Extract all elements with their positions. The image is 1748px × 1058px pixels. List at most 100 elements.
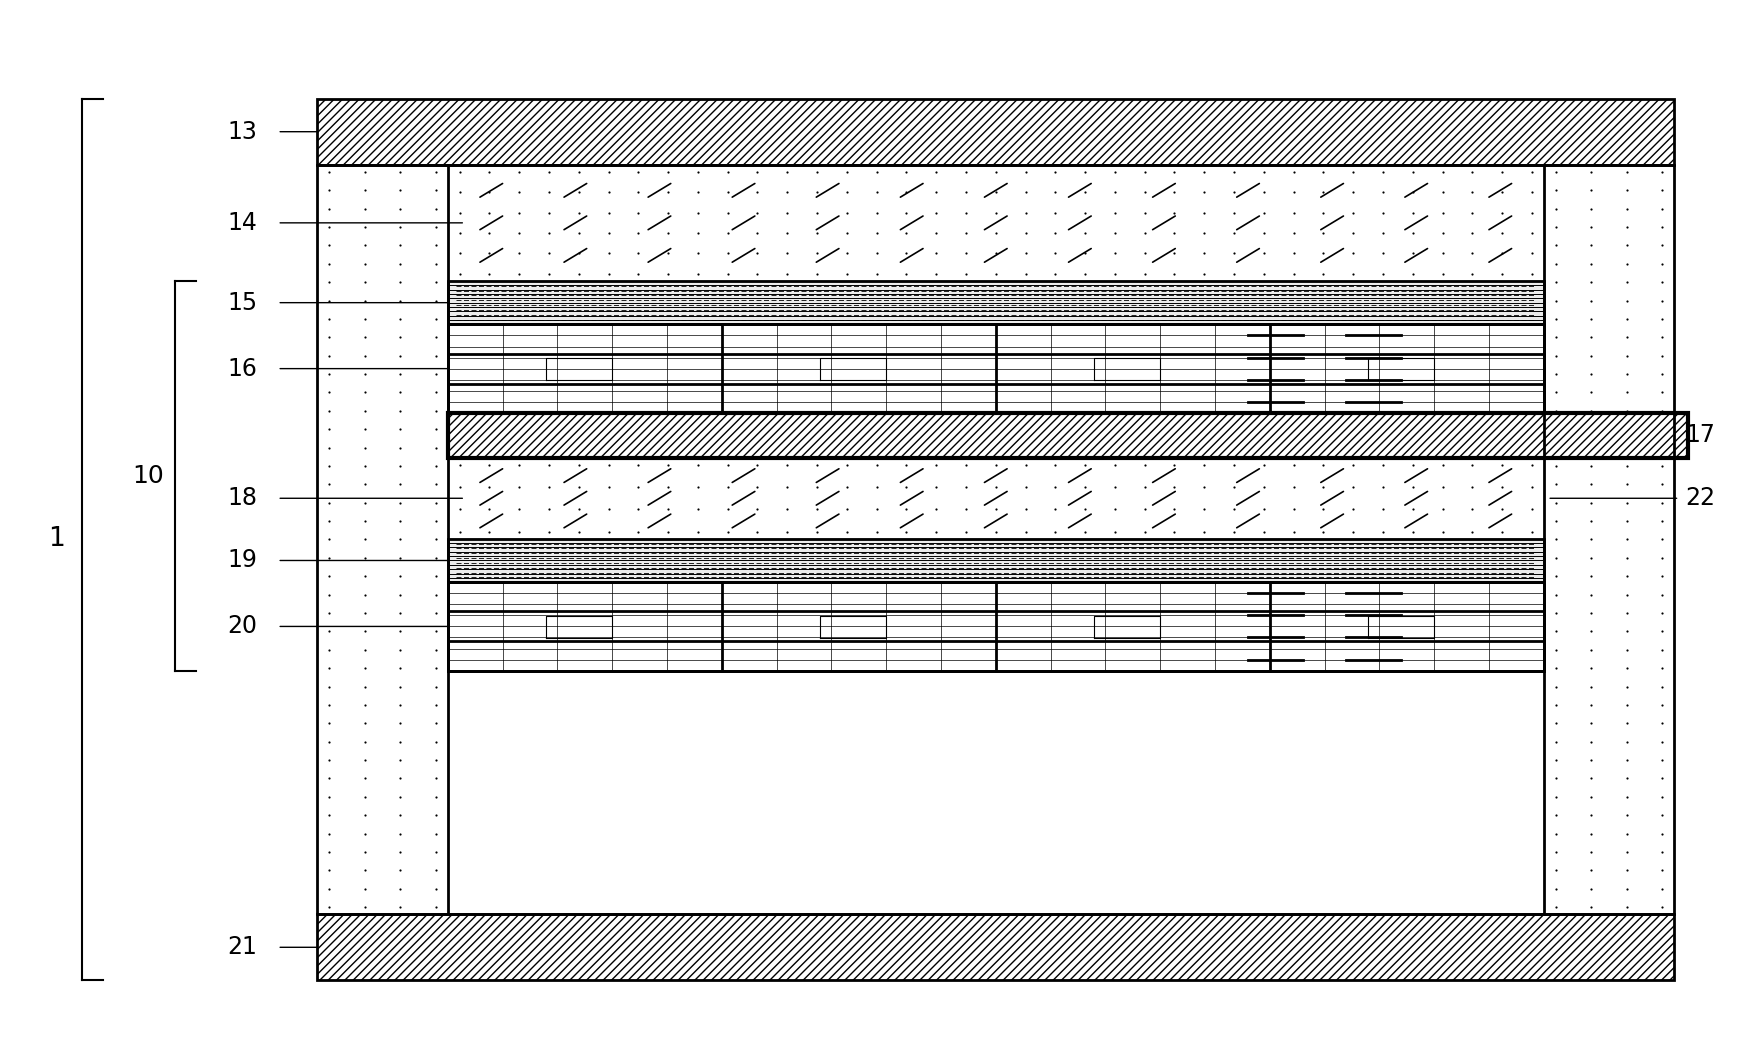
Point <box>421 843 449 860</box>
Point <box>1369 266 1397 282</box>
Point <box>1577 274 1605 291</box>
Point <box>1190 456 1218 473</box>
Point <box>773 204 801 221</box>
Point <box>505 163 533 180</box>
Point <box>1488 523 1516 540</box>
Point <box>421 476 449 493</box>
Point <box>1190 245 1218 262</box>
Point <box>1613 182 1641 199</box>
Point <box>386 586 414 603</box>
Point <box>1648 292 1676 309</box>
Point <box>594 184 622 201</box>
Point <box>535 523 563 540</box>
Point <box>421 696 449 713</box>
Point <box>1542 402 1570 419</box>
Text: 13: 13 <box>227 120 257 144</box>
Point <box>1517 456 1545 473</box>
Point <box>421 678 449 695</box>
Point <box>315 457 343 474</box>
Point <box>351 329 379 346</box>
Point <box>315 402 343 419</box>
Point <box>386 862 414 879</box>
Text: 18: 18 <box>227 487 257 510</box>
Point <box>446 500 474 517</box>
Point <box>386 347 414 364</box>
Point <box>1398 184 1426 201</box>
Point <box>1542 421 1570 438</box>
Point <box>1280 204 1308 221</box>
Point <box>1398 478 1426 495</box>
Point <box>1161 500 1189 517</box>
Point <box>351 513 379 530</box>
Point <box>1648 219 1676 236</box>
Point <box>315 476 343 493</box>
Point <box>1339 523 1367 540</box>
Point <box>864 500 891 517</box>
Point <box>421 513 449 530</box>
Point <box>386 678 414 695</box>
Point <box>1369 523 1397 540</box>
Point <box>953 184 981 201</box>
Point <box>1648 439 1676 456</box>
Point <box>1250 523 1278 540</box>
Point <box>351 678 379 695</box>
Point <box>315 255 343 272</box>
Point <box>1577 825 1605 842</box>
Point <box>315 568 343 585</box>
Point <box>832 266 860 282</box>
Point <box>1072 500 1099 517</box>
Point <box>1250 184 1278 201</box>
Point <box>351 402 379 419</box>
Point <box>1398 523 1426 540</box>
Point <box>1542 494 1570 511</box>
Point <box>446 245 474 262</box>
Point <box>1648 604 1676 621</box>
Point <box>535 224 563 241</box>
Point <box>832 245 860 262</box>
Point <box>1280 184 1308 201</box>
Point <box>1577 568 1605 585</box>
Point <box>832 224 860 241</box>
Point <box>1542 862 1570 879</box>
Point <box>594 224 622 241</box>
Point <box>1577 310 1605 327</box>
Point <box>386 770 414 787</box>
Point <box>1613 825 1641 842</box>
Point <box>743 478 771 495</box>
Point <box>1220 245 1248 262</box>
Point <box>1542 476 1570 493</box>
Point <box>1542 568 1570 585</box>
Point <box>1131 204 1159 221</box>
Point <box>802 204 830 221</box>
Point <box>1161 224 1189 241</box>
Point <box>624 184 652 201</box>
Point <box>1398 266 1426 282</box>
Point <box>802 266 830 282</box>
Point <box>1458 500 1486 517</box>
Point <box>1458 456 1486 473</box>
Point <box>1517 478 1545 495</box>
Point <box>565 478 593 495</box>
Point <box>654 163 682 180</box>
Point <box>1648 182 1676 199</box>
Point <box>1542 329 1570 346</box>
Point <box>446 478 474 495</box>
Point <box>1280 500 1308 517</box>
Point <box>594 523 622 540</box>
Point <box>351 182 379 199</box>
Point <box>351 898 379 915</box>
Bar <box>447 539 1543 582</box>
Point <box>1161 245 1189 262</box>
Point <box>1648 402 1676 419</box>
Point <box>1577 880 1605 897</box>
Point <box>1613 549 1641 566</box>
Point <box>1042 163 1070 180</box>
Point <box>1042 245 1070 262</box>
Point <box>1542 715 1570 732</box>
Point <box>386 476 414 493</box>
Point <box>832 523 860 540</box>
Point <box>1131 523 1159 540</box>
Point <box>315 586 343 603</box>
Point <box>1339 163 1367 180</box>
Point <box>565 523 593 540</box>
